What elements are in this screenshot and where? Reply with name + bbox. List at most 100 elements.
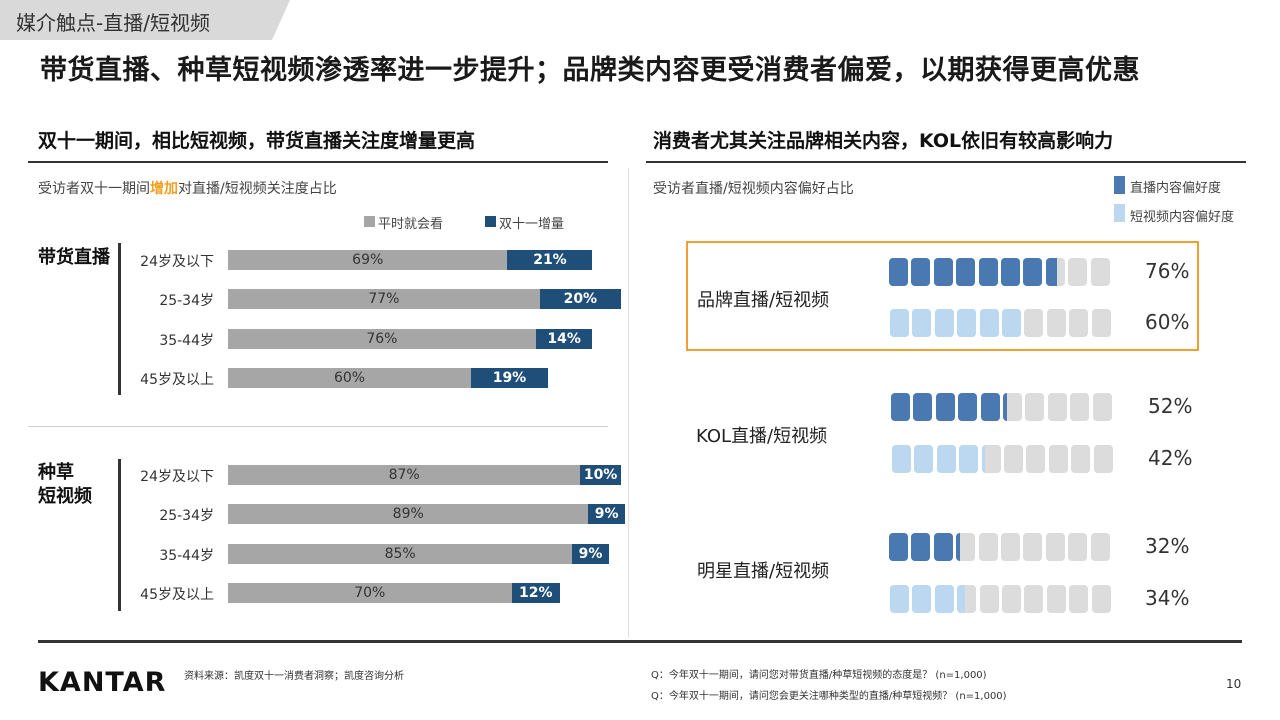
pictogram-fill-live (911, 533, 931, 561)
left-subtitle: 受访者双十一期间增加对直播/短视频关注度占比 (38, 178, 337, 198)
pictogram-cell-short (981, 445, 1001, 473)
bar-segment-increase: 12% (511, 582, 561, 603)
source-note: 资料来源：凯度双十一消费者洞察；凯度咨询分析 (184, 671, 404, 682)
legend-short-label: 短视频内容偏好度 (1130, 210, 1235, 225)
pictogram-cell-live (958, 393, 978, 421)
section-tag-label: 媒介触点-直播/短视频 (16, 11, 210, 35)
pictogram-fill-live (933, 533, 953, 561)
pictogram-cell-live (1047, 393, 1067, 421)
pictogram-cell-live (1023, 533, 1043, 561)
bar-segment-normal: 60% (228, 367, 471, 388)
left-section-title: 双十一期间，相比短视频，带货直播关注度增量更高 (38, 130, 476, 152)
pictogram-cell-live (978, 533, 998, 561)
pictogram-cell-short (934, 585, 954, 613)
pictogram-fill-short (890, 585, 909, 613)
pictogram-cell-short (1069, 585, 1089, 613)
value-label-short: 42% (1148, 446, 1193, 470)
value-label-short: 60% (1145, 310, 1190, 334)
pictogram-cell-live (1003, 393, 1022, 421)
pictogram-cell-live (980, 393, 1000, 421)
pictogram-cell-live (889, 258, 908, 286)
pictogram-fill-short (1002, 309, 1021, 337)
pictogram-cell-short (1046, 309, 1066, 337)
pictogram-cell-live (1023, 258, 1043, 286)
pictogram-fill-live (1001, 258, 1020, 286)
pictogram-fill-live (978, 258, 998, 286)
stacked-bar: 69% 21% (228, 250, 593, 270)
pictogram-fill-live (933, 258, 953, 286)
bar-segment-increase: 21% (507, 250, 593, 270)
pictogram-cell-short (1071, 445, 1091, 473)
group-label-shortvideo: 种草 短视频 (38, 461, 92, 509)
legend-increase-swatch (485, 216, 496, 227)
pictogram-fill-short (934, 309, 954, 337)
pictogram-cell-live (1090, 533, 1110, 561)
pictogram-cell-live (1001, 533, 1020, 561)
age-label: 25-34岁 (159, 293, 214, 310)
pictogram-cell-short (979, 309, 999, 337)
bar-segment-normal: 77% (228, 289, 540, 310)
pictogram-cell-short (1091, 309, 1111, 337)
stacked-bar: 87% 10% (228, 465, 621, 485)
pictogram-cell-live (933, 258, 953, 286)
pictogram-fill-live (1045, 258, 1058, 286)
left-title-rule (28, 161, 608, 163)
pictogram-fill-live (1023, 258, 1043, 286)
right-title-rule (646, 161, 1246, 163)
pictogram-cell-short (979, 585, 999, 613)
bar-segment-normal: 69% (228, 250, 508, 270)
bar-segment-normal: 70% (228, 582, 512, 603)
group-bracket-livestream (118, 243, 121, 395)
age-label: 25-34岁 (159, 508, 214, 525)
pictogram-fill-live (1003, 393, 1007, 421)
category-label: 明星直播/短视频 (697, 561, 830, 582)
pictogram-cell-short (890, 585, 909, 613)
pictogram-cell-short (957, 309, 977, 337)
pictogram-fill-short (934, 585, 954, 613)
pictogram-cell-live (978, 258, 998, 286)
pictogram-fill-short (912, 585, 932, 613)
pictogram-fill-live (956, 533, 960, 561)
pictogram-cell-live (1001, 258, 1020, 286)
pictogram-cell-live (891, 393, 910, 421)
left-group-divider (28, 426, 608, 427)
pictogram-fill-short (912, 309, 932, 337)
group-label-livestream: 带货直播 (38, 247, 110, 268)
pictogram-cell-short (914, 445, 934, 473)
pictogram-cell-short (890, 309, 909, 337)
stacked-bar: 89% 9% (228, 504, 625, 525)
pictogram-fill-short (957, 585, 965, 613)
pictogram-fill-short (957, 309, 977, 337)
pictogram-cell-short (1024, 309, 1044, 337)
category-label: 品牌直播/短视频 (697, 290, 830, 311)
pictogram-cell-short (892, 445, 911, 473)
question-note-1: Q：今年双十一期间，请问您对带货直播/种草短视频的态度是？ (n=1,000) (651, 670, 987, 681)
pictogram-cell-short (1026, 445, 1046, 473)
stacked-bar: 85% 9% (228, 543, 609, 564)
page-number: 10 (1226, 677, 1242, 691)
pictogram-cell-live (1068, 533, 1088, 561)
pictogram-fill-live (958, 393, 978, 421)
pictogram-fill-live (935, 393, 955, 421)
pictogram-fill-live (889, 533, 908, 561)
pictogram-fill-short (981, 445, 986, 473)
value-label-live: 52% (1148, 394, 1193, 418)
right-subtitle: 受访者直播/短视频内容偏好占比 (653, 181, 854, 197)
pictogram-cell-short (1002, 309, 1021, 337)
pictogram-fill-short (890, 309, 909, 337)
age-label: 35-44岁 (159, 547, 214, 564)
pictogram-cell-short (1069, 309, 1089, 337)
legend-normal-label: 平时就会看 (378, 217, 444, 232)
pictogram-cell-short (912, 585, 932, 613)
stacked-bar: 77% 20% (228, 289, 621, 310)
section-tag: 媒介触点-直播/短视频 (0, 0, 290, 40)
pictogram-fill-live (911, 258, 931, 286)
pictogram-cell-short (1002, 585, 1021, 613)
pictogram-cell-short (1048, 445, 1068, 473)
value-label-live: 76% (1145, 259, 1190, 283)
pictogram-fill-short (959, 445, 979, 473)
bar-segment-increase: 10% (580, 465, 621, 485)
pictogram-fill-live (889, 258, 908, 286)
age-label: 45岁及以上 (140, 371, 214, 388)
right-section-title: 消费者尤其关注品牌相关内容，KOL依旧有较高影响力 (653, 130, 1114, 152)
